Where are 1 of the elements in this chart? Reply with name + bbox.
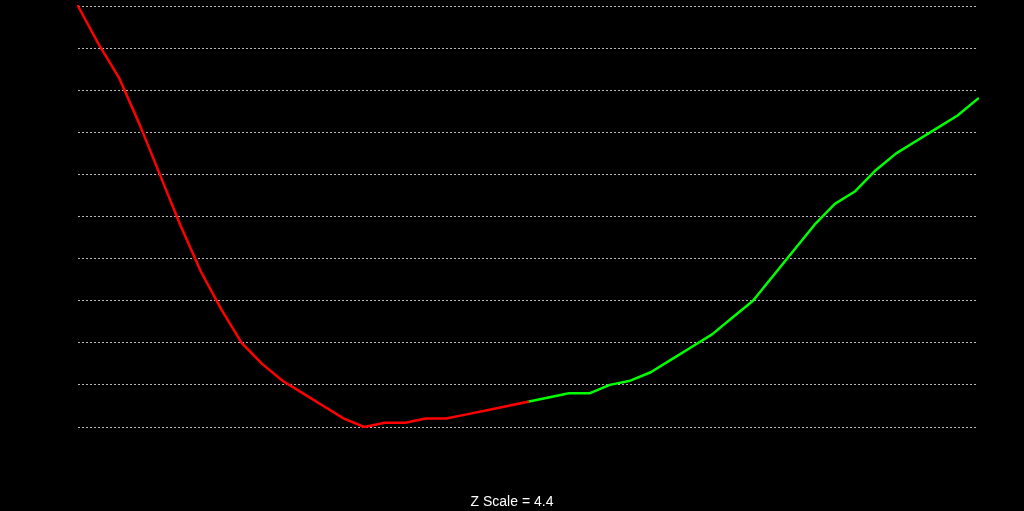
text: Z Scale = 4.4 — [469, 493, 555, 509]
